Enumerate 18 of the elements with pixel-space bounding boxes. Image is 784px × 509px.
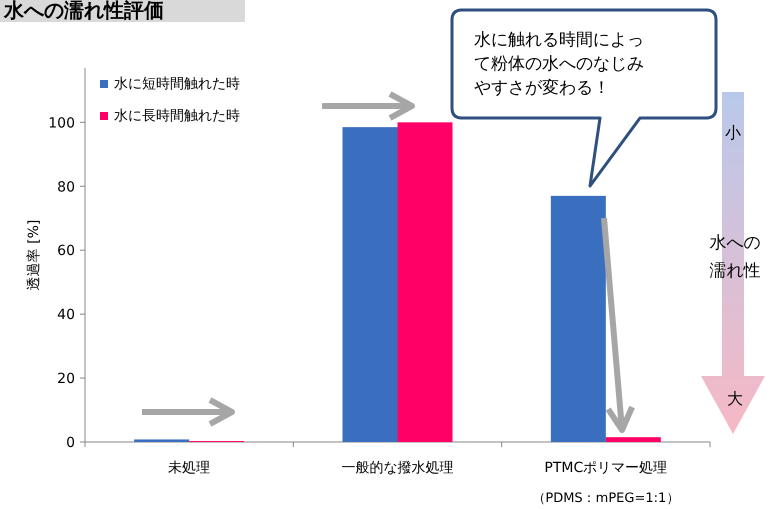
y-tick-label: 40 xyxy=(57,307,75,324)
legend-label: 水に長時間触れた時 xyxy=(114,108,240,124)
x-tick-label: 一般的な撥水処理 xyxy=(342,460,454,476)
x-tick-label: PTMCポリマー処理 xyxy=(544,460,668,476)
chart-title: 水への濡れ性評価 xyxy=(3,0,164,22)
annotation: 水に触れる時間によって粉体の水へのなじみやすさが変わる！ xyxy=(474,30,644,98)
annotation: 水への濡れ性 xyxy=(710,233,760,281)
y-tick-label: 60 xyxy=(57,243,75,260)
y-tick-label: 20 xyxy=(57,371,75,388)
y-tick-label: 0 xyxy=(66,435,75,451)
y-axis-title: 透過率 [%] xyxy=(26,220,42,290)
text: 大 xyxy=(727,389,743,408)
y-tick-label: 100 xyxy=(48,115,75,132)
text: 小 xyxy=(725,123,741,142)
x-tick-label: 未処理 xyxy=(168,460,210,476)
y-tick-label: 80 xyxy=(57,179,75,196)
text: （PDMS：mPEG=1:1） xyxy=(532,491,680,506)
legend-label: 水に短時間触れた時 xyxy=(114,76,240,92)
